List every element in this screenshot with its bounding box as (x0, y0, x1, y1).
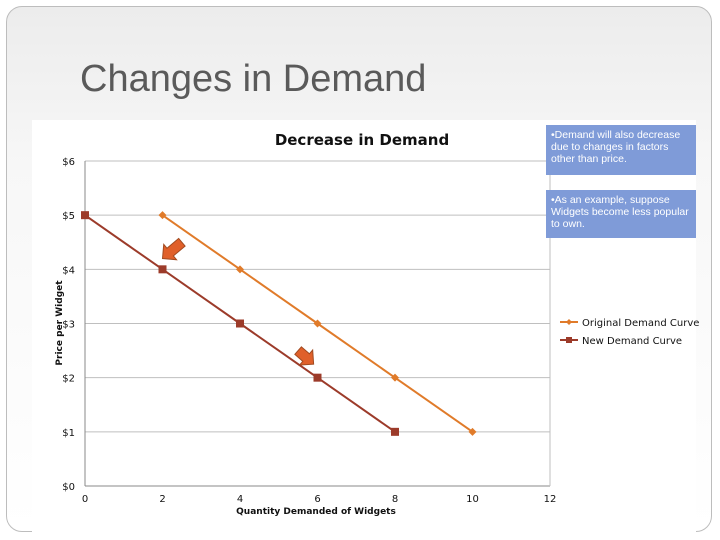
y-tick-label: $0 (62, 482, 75, 493)
legend-marker-original (566, 319, 572, 325)
data-point-original (236, 265, 244, 274)
data-point-original (158, 211, 167, 220)
legend-marker-new (566, 337, 572, 343)
axis-layer: $0 $1 $2 $3 $4 $5 $6 0 2 4 6 8 10 12 (62, 157, 556, 505)
data-point-original (313, 319, 322, 328)
y-tick-label: $4 (62, 265, 75, 276)
legend-label-0: Original Demand Curve (582, 318, 699, 329)
data-point-original (391, 373, 399, 382)
shift-arrow-1 (294, 346, 315, 366)
x-tick-label: 12 (544, 494, 557, 505)
data-point-new (391, 427, 399, 436)
x-axis-label: Quantity Demanded of Widgets (236, 507, 396, 517)
data-point-new (313, 373, 322, 382)
x-tick-label: 8 (392, 494, 398, 505)
arrow-shape (161, 237, 186, 261)
y-tick-label: $3 (62, 320, 75, 331)
series-layer (81, 211, 477, 436)
y-tick-label: $2 (62, 374, 75, 385)
arrow-shape (294, 346, 315, 366)
y-tick-label: $5 (62, 211, 75, 222)
data-point-original (468, 427, 477, 436)
chart-panel (32, 120, 696, 534)
x-tick-label: 10 (466, 494, 479, 505)
data-point-new (236, 319, 244, 328)
x-tick-label: 2 (159, 494, 165, 505)
x-tick-label: 6 (314, 494, 320, 505)
callout-widget-example: •As an example, suppose Widgets become l… (546, 190, 696, 238)
y-tick-label: $1 (62, 428, 75, 439)
x-tick-label: 4 (237, 494, 243, 505)
legend-label-1: New Demand Curve (582, 336, 682, 347)
shift-arrow-0 (161, 237, 186, 261)
x-tick-label: 0 (82, 494, 88, 505)
data-point-new (158, 265, 167, 274)
slide-title: Changes in Demand (80, 58, 427, 100)
chart-title: Decrease in Demand (275, 131, 449, 149)
legend-layer: Original Demand Curve New Demand Curve (560, 318, 699, 347)
y-tick-label: $6 (62, 157, 75, 168)
data-point-new (81, 211, 89, 220)
y-axis-label: Price per Widget (55, 280, 65, 366)
annotation-layer (161, 237, 315, 366)
callout-demand-decrease: •Demand will also decrease due to change… (546, 125, 696, 175)
